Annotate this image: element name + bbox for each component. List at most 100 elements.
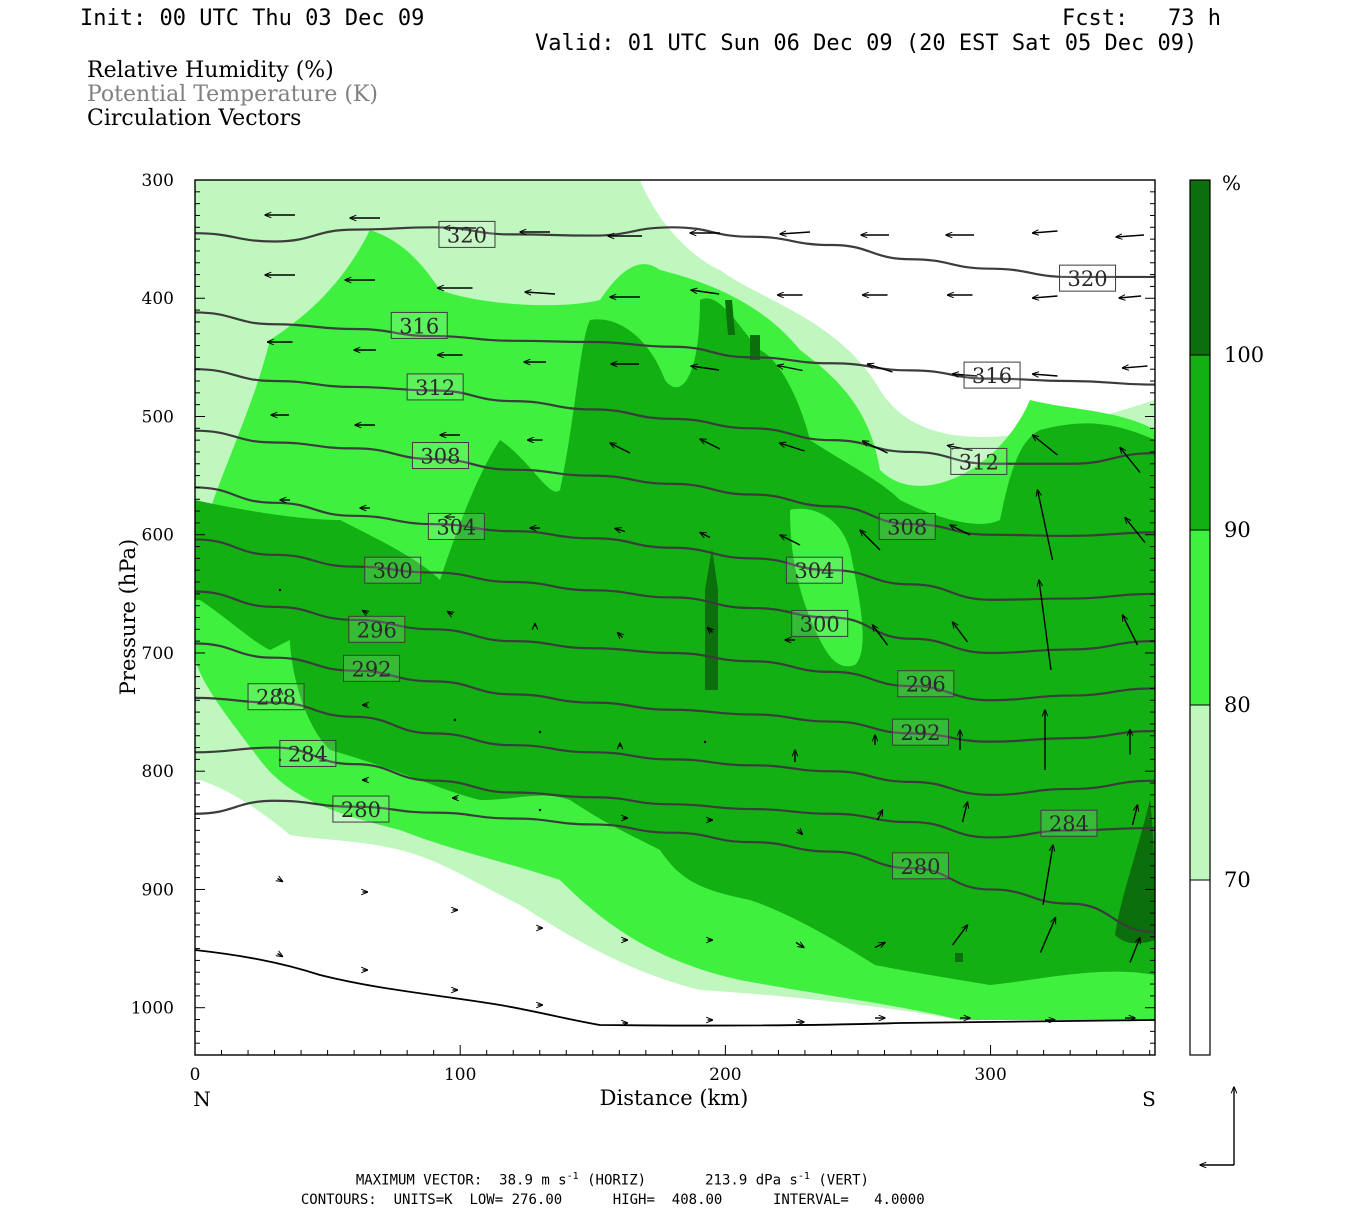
theta-contour-line [195,486,1155,601]
contour-label-box [963,361,1021,389]
footer-vert-value: 213.9 [705,1172,748,1189]
vector-arrow [278,954,283,957]
contour-label: 284 [288,742,328,766]
vector-arrow [780,443,805,452]
vector-arrow [780,535,801,546]
contour-label-box [343,654,401,682]
vector-arrow [795,943,804,948]
x-tick-label: 0 [190,1065,201,1085]
contour-label-box [1040,809,1098,837]
contour-label-box [785,556,843,584]
vector-dot [453,718,457,722]
vector-arrow [1123,615,1139,646]
vector-arrow [691,366,720,371]
vector-arrow [1033,296,1058,298]
y-tick-label: 900 [142,880,174,900]
vector-arrow [363,611,368,614]
colorbar-label-90: 90 [1224,518,1251,542]
vector-arrow [278,879,283,882]
footer-horiz-exp: -1 [566,1171,579,1182]
footer-high: 408.00 [671,1192,723,1208]
contour-label: 292 [351,657,391,681]
contour-label: 280 [341,798,381,822]
vector-arrow [860,530,881,551]
contour-label-box [247,683,305,711]
vector-dot [703,740,707,744]
vector-arrow [1039,580,1052,671]
theta-contour-line [195,226,1155,279]
vector-arrow [878,810,883,821]
vector-arrow [798,830,803,835]
contour-label-box [332,795,390,823]
colorbar-70 [1190,705,1210,880]
contour-label: 316 [972,364,1012,388]
surface-pressure-line [194,949,1156,1027]
contour-label: 320 [1067,267,1107,291]
vector-arrow [961,802,968,823]
contour-label-box [427,512,485,540]
footer-interval-label: INTERVAL= [772,1192,849,1208]
vector-arrow [610,443,631,454]
vector-arrow [1131,805,1138,826]
colorbar-label-80: 80 [1224,693,1251,717]
south-label: S [1142,1087,1156,1111]
rh-100-patch-e [955,953,963,962]
vector-arrow [1039,918,1056,953]
contour-label: 312 [415,376,455,400]
contour-label: 304 [794,559,834,583]
x-tick-label: 300 [974,1065,1006,1085]
theta-contour-layer [195,226,1155,934]
contour-label: 300 [373,559,413,583]
footer-low-label: LOW= [469,1192,504,1208]
vector-arrow [700,533,711,538]
contour-label-box [364,556,422,584]
vector-arrow [873,625,889,646]
theta-contour-line [195,642,1155,743]
vector-arrow [615,529,626,532]
contour-label: 304 [436,515,476,539]
footer-vert-suffix: (VERT) [818,1172,869,1189]
vector-arrow [1033,435,1058,456]
vector-arrow [1038,490,1054,561]
contour-label: 308 [420,445,460,469]
contour-label-box [897,670,955,698]
vector-arrow [448,612,453,615]
rh-80-hole [790,508,863,667]
colorbar-90 [1190,355,1210,530]
theta-contour-line [195,368,1155,465]
contour-label: 308 [887,515,927,539]
rh-90-region [195,298,1155,986]
vector-arrow [868,364,893,373]
vector-arrow [780,232,811,234]
contour-label-box [406,373,464,401]
colorbar-unit: % [1222,171,1241,195]
y-tick-label: 500 [142,407,174,427]
legend-vectors: Circulation Vectors [87,106,302,131]
vector-arrow [1123,366,1148,368]
footer-horiz-unit: m s [541,1172,567,1189]
vector-arrow [1120,448,1141,473]
rh-100-patch-c [725,300,735,335]
vector-dot [538,730,542,734]
y-axis-title: Pressure (hPa) [116,539,140,695]
colorbar-80 [1190,530,1210,705]
vector-arrow [874,943,885,948]
vector-dot [278,588,282,592]
contour-label-box [878,512,936,540]
colorbar-label-100: 100 [1224,343,1264,367]
vector-arrow [1033,374,1058,376]
forecast-hour: Fcst: 73 h [1062,6,1221,31]
contour-label: 296 [357,618,397,642]
x-axis-title: Distance (km) [600,1086,749,1110]
contour-label-box [279,739,337,767]
vector-arrow [953,622,969,643]
contour-label: 288 [256,686,296,710]
contour-label: 300 [800,612,840,636]
vector-arrow [863,441,888,454]
footer-low: 276.00 [511,1192,563,1208]
footer-max-vector: MAXIMUM VECTOR: 38.9 m s-1 (HORIZ) 213.9… [339,1158,869,1188]
vector-arrow [691,290,720,295]
valid-time: Valid: 01 UTC Sun 06 Dec 09 (20 EST Sat … [535,31,1198,56]
footer-vert-unit: dPa s [755,1172,798,1189]
